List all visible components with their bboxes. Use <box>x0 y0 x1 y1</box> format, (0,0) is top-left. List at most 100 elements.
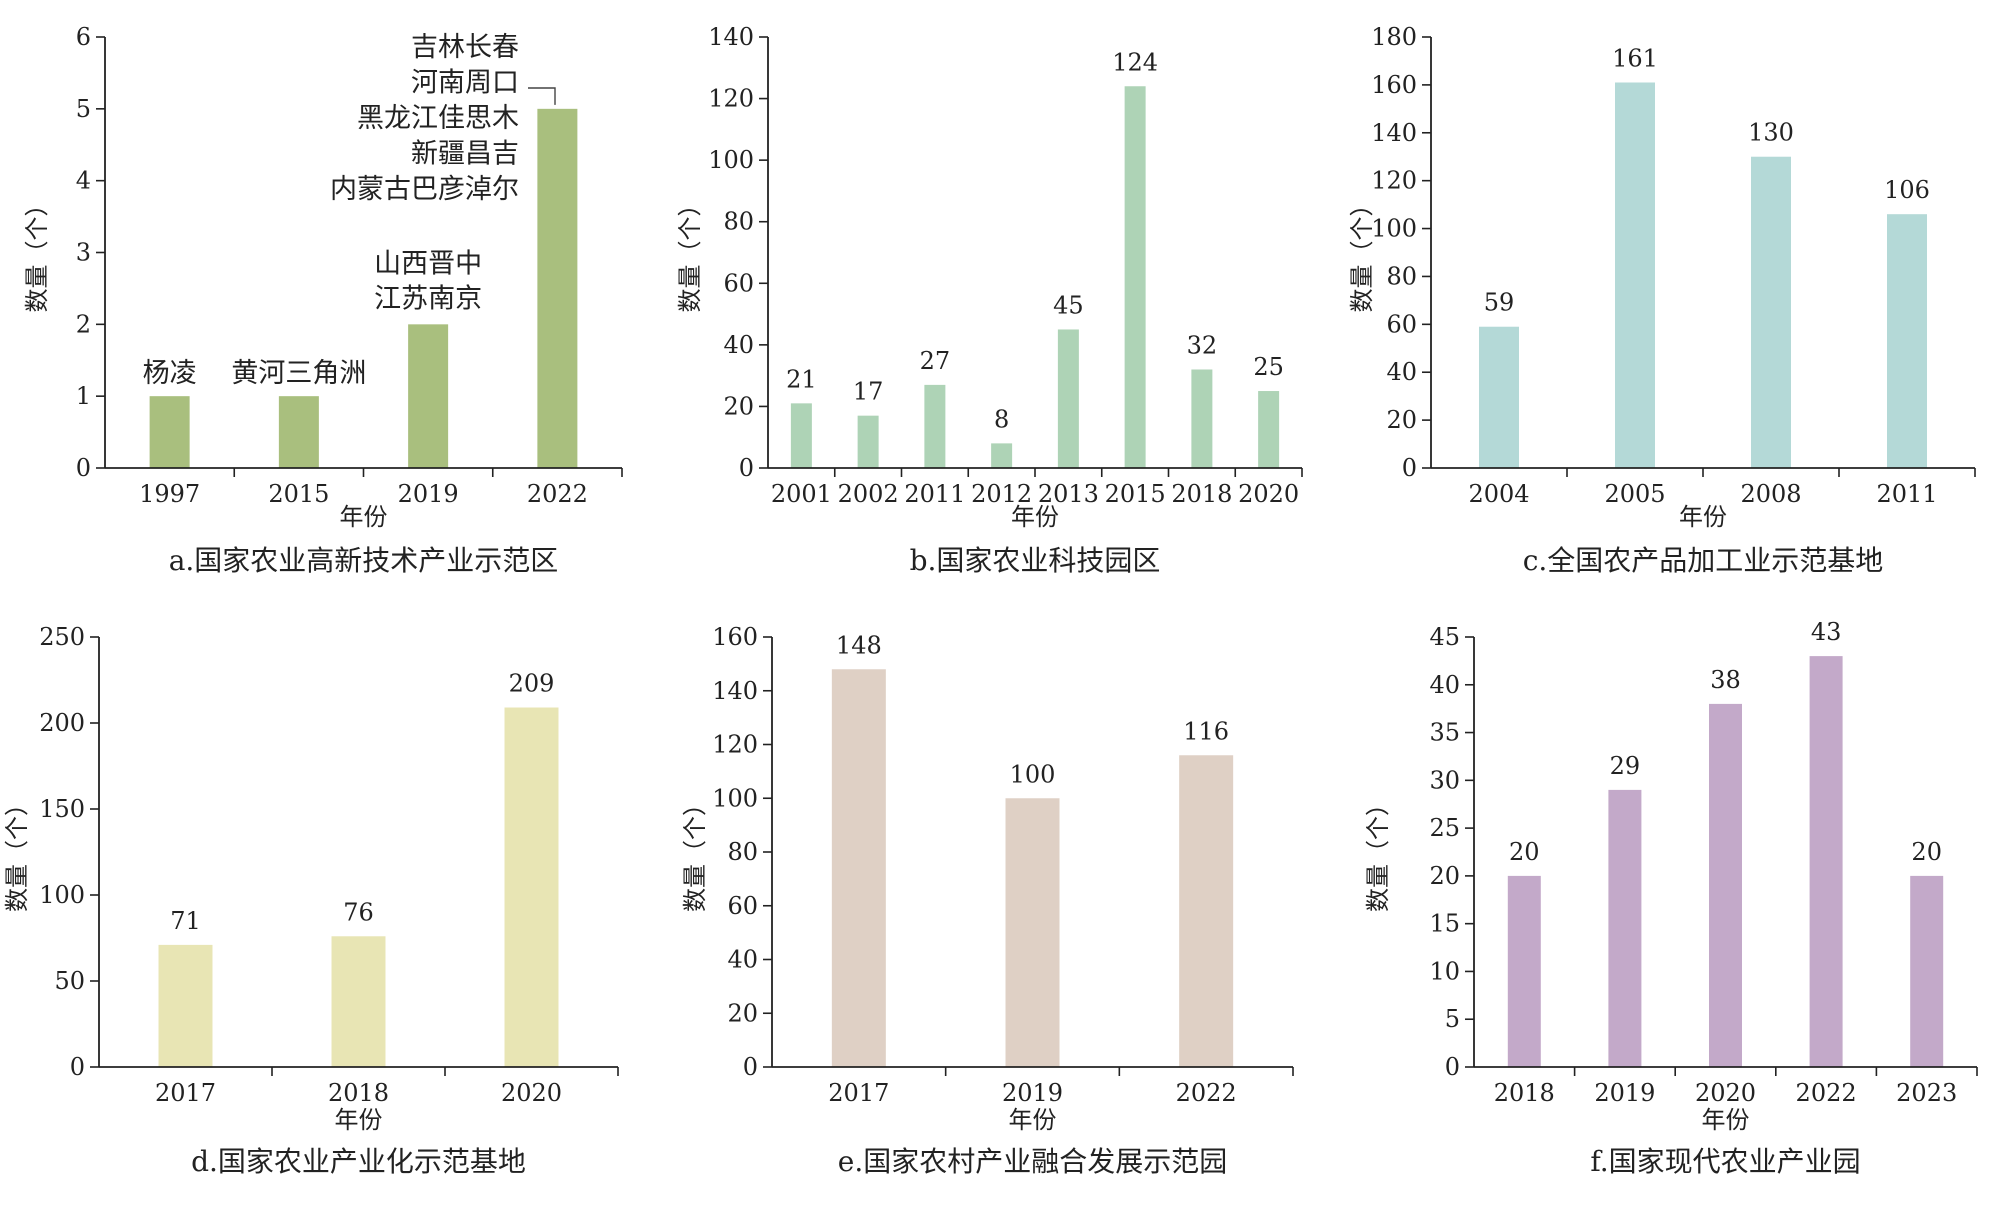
y-tick-label: 3 <box>76 239 91 267</box>
y-tick-label: 0 <box>1402 454 1417 482</box>
x-tick-label: 2012 <box>971 480 1032 508</box>
bar-2001 <box>790 403 812 468</box>
x-axis-title: 年份 <box>1679 503 1727 531</box>
y-axis-title: 数量（个） <box>1364 792 1392 912</box>
y-tick-label: 100 <box>712 784 758 812</box>
y-tick-label: 15 <box>1429 910 1460 938</box>
bar-annotation: 黑龙江佳思木 <box>357 103 519 134</box>
y-tick-label: 0 <box>76 454 91 482</box>
y-tick-label: 20 <box>723 392 754 420</box>
bar-2020 <box>1258 391 1280 468</box>
y-tick-label: 20 <box>1386 406 1417 434</box>
y-tick-label: 35 <box>1429 719 1460 747</box>
chart-d: 0 50 100 150 200 250 71 2017 76 2018 209 2020 数量（个） 年… <box>3 623 619 1178</box>
chart-caption: b.国家农业科技园区 <box>910 544 1161 577</box>
chart-e: 0 20 40 60 80 100 120 140 160 148 2017 100 2019 116 20… <box>681 623 1294 1178</box>
bar-2017 <box>158 944 213 1067</box>
x-tick-label: 2011 <box>904 480 965 508</box>
bar-annotation: 山西晋中 <box>374 248 482 279</box>
x-tick-label: 2023 <box>1896 1079 1957 1107</box>
bar-2019 <box>1608 789 1642 1067</box>
y-tick-label: 160 <box>712 623 758 651</box>
y-tick-label: 20 <box>1429 862 1460 890</box>
y-tick-label: 160 <box>1371 71 1417 99</box>
x-tick-label: 2019 <box>1002 1079 1063 1107</box>
y-tick-label: 80 <box>723 208 754 236</box>
bar-value-label: 27 <box>920 347 951 375</box>
bar-value-label: 161 <box>1612 44 1658 72</box>
x-tick-label: 2020 <box>1695 1079 1756 1107</box>
bar-value-label: 59 <box>1484 289 1515 317</box>
x-tick-label: 2018 <box>328 1079 389 1107</box>
x-tick-label: 2017 <box>828 1079 889 1107</box>
y-tick-label: 60 <box>727 892 758 920</box>
y-tick-label: 80 <box>1386 262 1417 290</box>
x-tick-label: 2011 <box>1876 480 1937 508</box>
bar-2002 <box>857 415 879 468</box>
chart-c: 0 20 40 60 80 100 120 140 160 180 59 2004 161 2005 130… <box>1348 23 1976 577</box>
y-tick-label: 140 <box>712 677 758 705</box>
bar-2018 <box>1191 369 1213 468</box>
bar-value-label: 43 <box>1811 618 1842 646</box>
y-tick-label: 0 <box>739 454 754 482</box>
y-tick-label: 6 <box>76 23 91 51</box>
bar-2020 <box>504 707 559 1067</box>
bar-annotation: 内蒙古巴彦淖尔 <box>330 174 519 205</box>
x-tick-label: 2022 <box>1176 1079 1237 1107</box>
bar-value-label: 21 <box>786 365 817 393</box>
bar-2022 <box>1809 656 1843 1067</box>
x-tick-label: 2022 <box>1796 1079 1857 1107</box>
bar-2015 <box>278 396 319 468</box>
x-tick-label: 2018 <box>1494 1079 1555 1107</box>
bar-2022 <box>1179 755 1234 1067</box>
bar-2012 <box>991 443 1013 468</box>
x-tick-label: 2008 <box>1740 480 1801 508</box>
y-tick-label: 0 <box>743 1053 758 1081</box>
y-axis-title: 数量（个） <box>23 193 51 313</box>
chart-a: 0 1 2 3 4 5 6 1997 2015 2019 2022 数量（个） 年份 a.国家农业高新技术… <box>23 23 623 577</box>
x-tick-label: 2013 <box>1038 480 1099 508</box>
y-axis-title: 数量（个） <box>1348 193 1376 313</box>
bar-2011 <box>924 384 946 468</box>
y-tick-label: 180 <box>1371 23 1417 51</box>
bar-2015 <box>1124 86 1146 468</box>
bar-value-label: 8 <box>994 405 1009 433</box>
bar-value-label: 29 <box>1610 752 1641 780</box>
bar-annotation: 江苏南京 <box>374 283 482 314</box>
y-tick-label: 4 <box>76 167 91 195</box>
y-tick-label: 5 <box>1445 1005 1460 1033</box>
y-tick-label: 30 <box>1429 766 1460 794</box>
bar-value-label: 130 <box>1748 119 1794 147</box>
bar-2019 <box>1005 798 1060 1067</box>
chart-f: 0 5 10 15 20 25 30 35 40 45 20 2018 29 2019 38 2020 43 20… <box>1364 618 1978 1178</box>
x-tick-label: 2004 <box>1468 480 1529 508</box>
x-tick-label: 2015 <box>1105 480 1166 508</box>
bar-value-label: 17 <box>853 378 884 406</box>
bar-annotation: 河南周口 <box>411 68 519 99</box>
y-tick-label: 0 <box>1445 1053 1460 1081</box>
chart-caption: c.全国农产品加工业示范基地 <box>1523 544 1884 577</box>
bar-value-label: 76 <box>343 898 374 926</box>
bar-2023 <box>1910 875 1944 1067</box>
y-tick-label: 0 <box>70 1053 85 1081</box>
bar-2018 <box>1507 875 1541 1067</box>
x-tick-label: 2017 <box>155 1079 216 1107</box>
y-tick-label: 250 <box>39 623 85 651</box>
x-tick-label: 2019 <box>1594 1079 1655 1107</box>
x-axis-title: 年份 <box>340 503 388 531</box>
bar-2017 <box>831 669 886 1067</box>
x-axis-title: 年份 <box>1011 503 1059 531</box>
y-tick-label: 10 <box>1429 957 1460 985</box>
bar-2022 <box>537 108 578 468</box>
x-tick-label: 2018 <box>1171 480 1232 508</box>
y-tick-label: 150 <box>39 795 85 823</box>
bar-annotation: 吉林长春 <box>411 32 519 63</box>
y-tick-label: 120 <box>708 85 754 113</box>
y-tick-label: 120 <box>712 731 758 759</box>
chart-caption: a.国家农业高新技术产业示范区 <box>169 544 559 577</box>
bar-value-label: 20 <box>1911 838 1942 866</box>
bar-1997 <box>149 396 190 468</box>
y-tick-label: 100 <box>1371 215 1417 243</box>
bar-2020 <box>1709 703 1742 1067</box>
